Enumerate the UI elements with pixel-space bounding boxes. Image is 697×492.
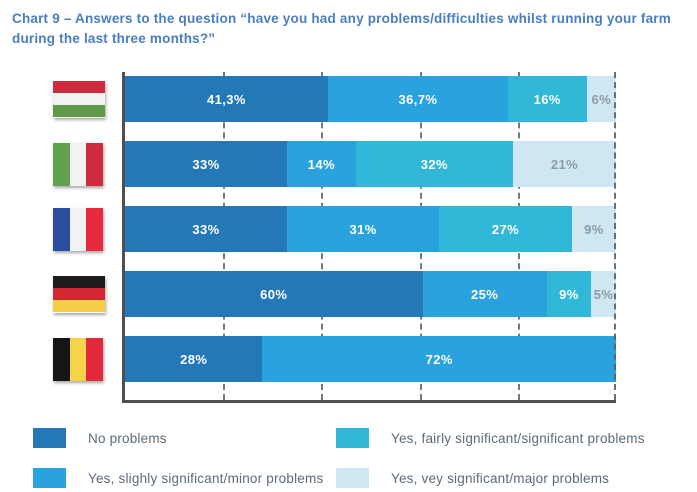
segment-value-label: 36,7% bbox=[398, 91, 438, 107]
segment-value-label: 72% bbox=[425, 351, 453, 367]
segment-value-label: 31% bbox=[349, 221, 377, 237]
legend-swatch bbox=[336, 428, 369, 448]
flag-stripe-3 bbox=[86, 142, 104, 186]
flag-belgium bbox=[53, 337, 104, 381]
flags-column bbox=[53, 72, 113, 400]
gridline-100-percent bbox=[614, 72, 616, 400]
flag-stripe-3 bbox=[86, 337, 104, 381]
flag-stripe-2 bbox=[53, 92, 105, 106]
segment-hungary-series4: 6% bbox=[586, 76, 616, 122]
segment-belgium-series1: 28% bbox=[125, 336, 263, 382]
flag-stripe-1 bbox=[53, 337, 70, 381]
segment-germany-series2: 25% bbox=[422, 271, 547, 317]
segment-france-series3: 27% bbox=[439, 206, 572, 252]
segment-value-label: 9% bbox=[559, 286, 579, 302]
segment-value-label: 21% bbox=[550, 156, 579, 172]
bar-row-belgium: 28% 72% bbox=[125, 336, 616, 382]
chart-title: Chart 9 – Answers to the question “have … bbox=[12, 11, 671, 46]
legend-label: No problems bbox=[88, 430, 167, 446]
segment-germany-series1: 60% bbox=[125, 271, 423, 317]
flag-france bbox=[53, 207, 104, 251]
segment-value-label: 5% bbox=[593, 286, 614, 302]
flag-italy bbox=[53, 142, 104, 186]
legend-item-3: Yes, fairly significant/significant prob… bbox=[336, 428, 645, 448]
flag-stripe-3 bbox=[53, 105, 105, 118]
segment-belgium-series2: 72% bbox=[262, 336, 616, 382]
legend: No problems Yes, slighly significant/mino… bbox=[33, 428, 645, 488]
bar-row-germany: 60% 25% 9% 5% bbox=[125, 271, 616, 317]
legend-item-2: Yes, slighly significant/minor problems bbox=[33, 468, 336, 488]
segment-value-label: 32% bbox=[420, 156, 448, 172]
legend-label: Yes, slighly significant/minor problems bbox=[88, 470, 324, 486]
flag-stripe-2 bbox=[69, 207, 87, 251]
flag-stripe-1 bbox=[53, 275, 105, 288]
legend-swatch bbox=[33, 468, 66, 488]
bar-row-italy: 33% 14% 32% 21% bbox=[125, 141, 616, 187]
flag-stripe-1 bbox=[53, 80, 105, 93]
flag-stripe-3 bbox=[86, 207, 104, 251]
flag-hungary bbox=[53, 80, 105, 118]
plot-area: 41,3% 36,7% 16% 6% 33% 14% 32% 21% 33% 31% 27% 9% 60… bbox=[122, 72, 616, 403]
segment-value-label: 14% bbox=[307, 156, 336, 172]
segment-value-label: 41,3% bbox=[206, 91, 246, 107]
bar-row-france: 33% 31% 27% 9% bbox=[125, 206, 616, 252]
flag-stripe-1 bbox=[53, 142, 70, 186]
flag-stripe-3 bbox=[53, 300, 105, 313]
segment-germany-series3: 9% bbox=[546, 271, 592, 317]
segment-value-label: 33% bbox=[192, 156, 220, 172]
segment-france-series2: 31% bbox=[287, 206, 440, 252]
segment-value-label: 28% bbox=[180, 351, 208, 367]
segment-hungary-series3: 16% bbox=[507, 76, 587, 122]
segment-value-label: 33% bbox=[192, 221, 220, 237]
segment-italy-series2: 14% bbox=[287, 141, 356, 187]
segment-value-label: 16% bbox=[533, 91, 561, 107]
legend-swatch bbox=[33, 428, 66, 448]
segment-value-label: 27% bbox=[491, 221, 520, 237]
segment-germany-series4: 5% bbox=[591, 271, 616, 317]
segment-france-series1: 33% bbox=[125, 206, 288, 252]
segment-italy-series1: 33% bbox=[125, 141, 288, 187]
segment-hungary-series1: 41,3% bbox=[125, 76, 328, 122]
legend-item-1: No problems bbox=[33, 428, 336, 448]
flag-stripe-2 bbox=[69, 337, 87, 381]
flag-stripe-2 bbox=[53, 287, 105, 301]
segment-italy-series3: 32% bbox=[355, 141, 513, 187]
legend-label: Yes, vey significant/major problems bbox=[391, 470, 610, 486]
segment-italy-series4: 21% bbox=[512, 141, 616, 187]
bar-row-hungary: 41,3% 36,7% 16% 6% bbox=[125, 76, 616, 122]
segment-value-label: 25% bbox=[470, 286, 499, 302]
segment-value-label: 6% bbox=[591, 91, 612, 107]
legend-item-4: Yes, vey significant/major problems bbox=[336, 468, 645, 488]
segment-value-label: 9% bbox=[584, 221, 604, 237]
segment-france-series4: 9% bbox=[571, 206, 616, 252]
flag-germany bbox=[53, 275, 105, 313]
legend-swatch bbox=[336, 468, 369, 488]
flag-stripe-2 bbox=[69, 142, 87, 186]
flag-stripe-1 bbox=[53, 207, 70, 251]
segment-value-label: 60% bbox=[260, 286, 288, 302]
legend-label: Yes, fairly significant/significant prob… bbox=[391, 430, 645, 446]
segment-hungary-series2: 36,7% bbox=[327, 76, 508, 122]
